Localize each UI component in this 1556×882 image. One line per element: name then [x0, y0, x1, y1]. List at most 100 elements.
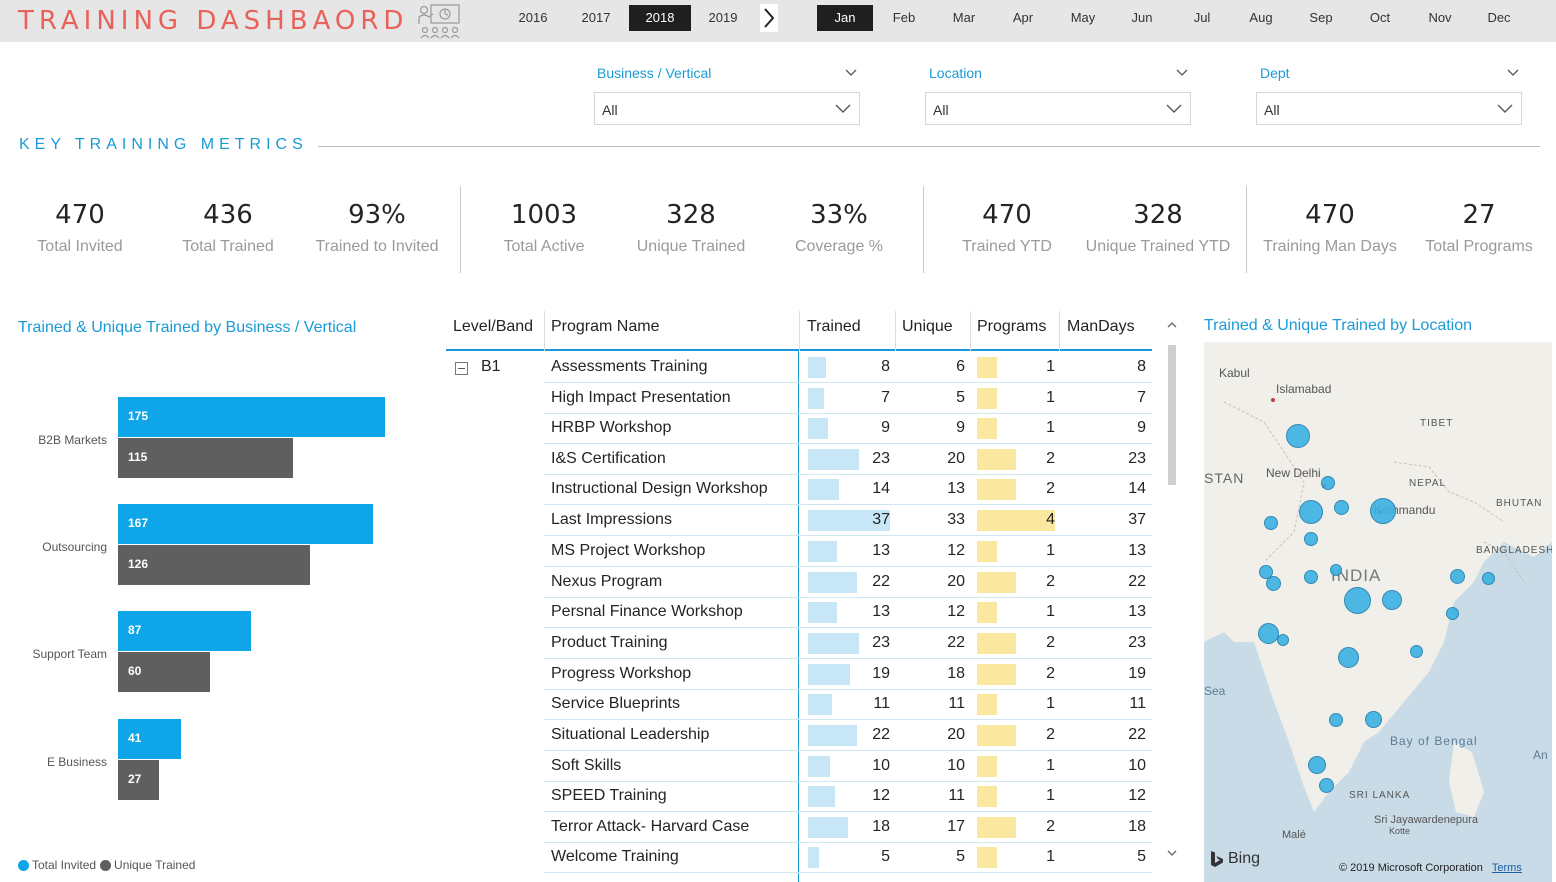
map-bubble[interactable] [1258, 623, 1279, 644]
month-jul-button[interactable]: Jul [1174, 5, 1230, 31]
next-year-button[interactable] [760, 4, 778, 32]
month-aug-button[interactable]: Aug [1233, 5, 1289, 31]
month-may-button[interactable]: May [1055, 5, 1111, 31]
map-bubble[interactable] [1370, 498, 1396, 524]
map-bubble[interactable] [1304, 570, 1318, 584]
year-2018-button[interactable]: 2018 [629, 5, 691, 31]
table-row[interactable]: SPEED Training 12 11 1 12 [446, 781, 1152, 812]
map-bubble[interactable] [1264, 516, 1278, 530]
table-row[interactable]: Assessments Training 8 6 1 8 [446, 352, 1152, 383]
scrollbar-thumb[interactable] [1168, 345, 1176, 485]
map-bubble[interactable] [1319, 778, 1334, 793]
month-jun-button[interactable]: Jun [1114, 5, 1170, 31]
map-bubble[interactable] [1266, 576, 1281, 591]
location-dropdown[interactable]: All [925, 92, 1191, 125]
month-oct-button[interactable]: Oct [1352, 5, 1408, 31]
chevron-down-icon[interactable] [844, 68, 858, 78]
kpi-value: 93% [348, 200, 406, 230]
map-label: BANGLADESH [1476, 545, 1552, 556]
month-nov-button[interactable]: Nov [1412, 5, 1468, 31]
month-dec-button[interactable]: Dec [1471, 5, 1527, 31]
location-map[interactable]: Kabul Islamabad TIBET New Delhi NEPAL Ka… [1204, 342, 1552, 882]
table-row[interactable]: Product Training 23 22 2 23 [446, 628, 1152, 659]
table-row[interactable]: I&S Certification 23 20 2 23 [446, 444, 1152, 475]
collapse-toggle[interactable] [455, 362, 468, 375]
chevron-up-icon[interactable] [1167, 321, 1177, 329]
terms-link[interactable]: Terms [1491, 862, 1522, 874]
chevron-down-icon[interactable] [1506, 68, 1520, 78]
map-bubble[interactable] [1344, 587, 1371, 614]
kpi-value: 33% [810, 200, 868, 230]
bar-unique-trained[interactable]: 27 [118, 760, 159, 800]
column-header-unique[interactable]: Unique [902, 318, 953, 335]
bar-total-invited[interactable]: 87 [118, 611, 251, 651]
map-label: New Delhi [1266, 466, 1321, 480]
map-bubble[interactable] [1304, 532, 1318, 546]
map-bubble[interactable] [1321, 476, 1335, 490]
map-bubble[interactable] [1446, 607, 1459, 620]
month-jan-button[interactable]: Jan [817, 5, 873, 31]
kpi-value: 436 [203, 200, 253, 230]
bar-unique-trained[interactable]: 60 [118, 652, 210, 692]
business-vertical-dropdown[interactable]: All [594, 92, 860, 125]
map-bubble[interactable] [1259, 565, 1273, 579]
bar-unique-trained[interactable]: 115 [118, 438, 293, 478]
year-2016-button[interactable]: 2016 [502, 5, 564, 31]
map-bubble[interactable] [1299, 500, 1323, 524]
table-row[interactable]: HRBP Workshop 9 9 1 9 [446, 413, 1152, 444]
column-header-level[interactable]: Level/Band [453, 318, 534, 335]
legend-item-total-invited[interactable]: Total Invited [18, 858, 96, 872]
program-name-cell: Situational Leadership [551, 726, 710, 743]
trained-cell: 18 [872, 818, 890, 835]
table-scrollbar[interactable] [1165, 311, 1179, 869]
map-bubble[interactable] [1277, 634, 1289, 646]
month-mar-button[interactable]: Mar [936, 5, 992, 31]
chevron-down-icon[interactable] [1175, 68, 1189, 78]
table-row[interactable]: Instructional Design Workshop 14 13 2 14 [446, 474, 1152, 505]
chevron-down-icon[interactable] [1167, 849, 1177, 857]
table-row[interactable]: Progress Workshop 19 18 2 19 [446, 659, 1152, 690]
column-header-trained[interactable]: Trained [807, 318, 861, 335]
map-bubble[interactable] [1482, 572, 1495, 585]
map-bubble[interactable] [1365, 711, 1382, 728]
table-row[interactable]: MS Project Workshop 13 12 1 13 [446, 536, 1152, 567]
map-bubble[interactable] [1329, 713, 1343, 727]
mandays-cell: 23 [1128, 634, 1146, 651]
table-row[interactable]: Soft Skills 10 10 1 10 [446, 751, 1152, 782]
table-row[interactable]: Terror Attack- Harvard Case 18 17 2 18 [446, 812, 1152, 843]
month-sep-button[interactable]: Sep [1293, 5, 1349, 31]
bar-unique-trained[interactable]: 126 [118, 545, 310, 585]
table-row[interactable]: High Impact Presentation 7 5 1 7 [446, 383, 1152, 414]
year-2019-button[interactable]: 2019 [692, 5, 754, 31]
column-header-program[interactable]: Program Name [551, 318, 660, 335]
month-feb-button[interactable]: Feb [876, 5, 932, 31]
map-bubble[interactable] [1382, 590, 1402, 610]
map-bubble[interactable] [1338, 647, 1359, 668]
dept-dropdown[interactable]: All [1256, 92, 1522, 125]
map-bubble[interactable] [1334, 500, 1349, 515]
bar-total-invited[interactable]: 41 [118, 719, 181, 759]
map-bubble[interactable] [1330, 564, 1342, 576]
table-row[interactable]: Last Impressions 37 33 4 37 [446, 505, 1152, 536]
map-bubble[interactable] [1410, 645, 1423, 658]
kpi-total-active: 1003 Total Active [464, 200, 624, 256]
column-header-programs[interactable]: Programs [977, 318, 1047, 335]
map-bubble[interactable] [1286, 424, 1310, 448]
table-row[interactable]: Service Blueprints 11 11 1 11 [446, 689, 1152, 720]
mandays-cell: 18 [1128, 818, 1146, 835]
year-2017-button[interactable]: 2017 [565, 5, 627, 31]
table-row[interactable]: Nexus Program 22 20 2 22 [446, 567, 1152, 598]
legend-item-unique-trained[interactable]: Unique Trained [100, 858, 195, 872]
kpi-label: Unique Trained YTD [1085, 238, 1231, 255]
table-row[interactable]: Welcome Training 5 5 1 5 [446, 842, 1152, 873]
table-row[interactable]: Persnal Finance Workshop 13 12 1 13 [446, 597, 1152, 628]
column-separator [895, 311, 896, 351]
bar-total-invited[interactable]: 175 [118, 397, 385, 437]
map-bubble[interactable] [1450, 569, 1465, 584]
row-divider [544, 719, 1152, 720]
column-header-mandays[interactable]: ManDays [1067, 318, 1135, 335]
month-apr-button[interactable]: Apr [995, 5, 1051, 31]
bar-total-invited[interactable]: 167 [118, 504, 373, 544]
table-row[interactable]: Situational Leadership 22 20 2 22 [446, 720, 1152, 751]
map-bubble[interactable] [1308, 756, 1326, 774]
